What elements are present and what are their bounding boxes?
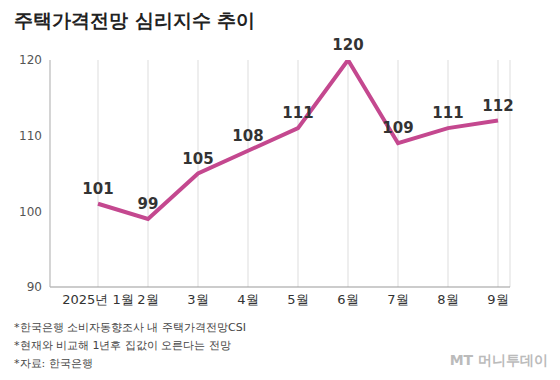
svg-text:101: 101 (82, 180, 113, 198)
html-text:*한국은행 소비자동향조사 내 주택가격전망CSI: *한국은행 소비자동향조사 내 주택가격전망CSI (14, 321, 246, 334)
svg-text:6월: 6월 (337, 292, 358, 307)
svg-text:111: 111 (282, 104, 313, 122)
svg-text:109: 109 (382, 119, 413, 137)
html-text:MT 머니투데이: MT 머니투데이 (449, 352, 548, 368)
svg-text:90: 90 (27, 280, 42, 294)
svg-text:105: 105 (182, 150, 213, 168)
html-text:*현재와 비교해 1년후 집값이 오른다는 전망: *현재와 비교해 1년후 집값이 오른다는 전망 (14, 339, 231, 352)
svg-text:9월: 9월 (487, 292, 508, 307)
svg-text:111: 111 (432, 104, 463, 122)
svg-text:110: 110 (19, 129, 42, 143)
html-text:주택가격전망 심리지수 추이: 주택가격전망 심리지수 추이 (14, 9, 256, 31)
svg-text:108: 108 (232, 127, 263, 145)
svg-text:2025년 1월: 2025년 1월 (62, 292, 134, 307)
html-text:*자료: 한국은행: *자료: 한국은행 (14, 357, 93, 370)
svg-text:5월: 5월 (287, 292, 308, 307)
svg-text:99: 99 (138, 195, 159, 213)
svg-text:3월: 3월 (187, 292, 208, 307)
svg-text:4월: 4월 (237, 292, 258, 307)
svg-text:112: 112 (482, 97, 513, 115)
svg-text:120: 120 (332, 36, 363, 54)
svg-text:120: 120 (19, 53, 42, 67)
svg-text:100: 100 (19, 205, 42, 219)
svg-text:8월: 8월 (437, 292, 458, 307)
svg-text:2월: 2월 (137, 292, 158, 307)
svg-text:7월: 7월 (387, 292, 408, 307)
